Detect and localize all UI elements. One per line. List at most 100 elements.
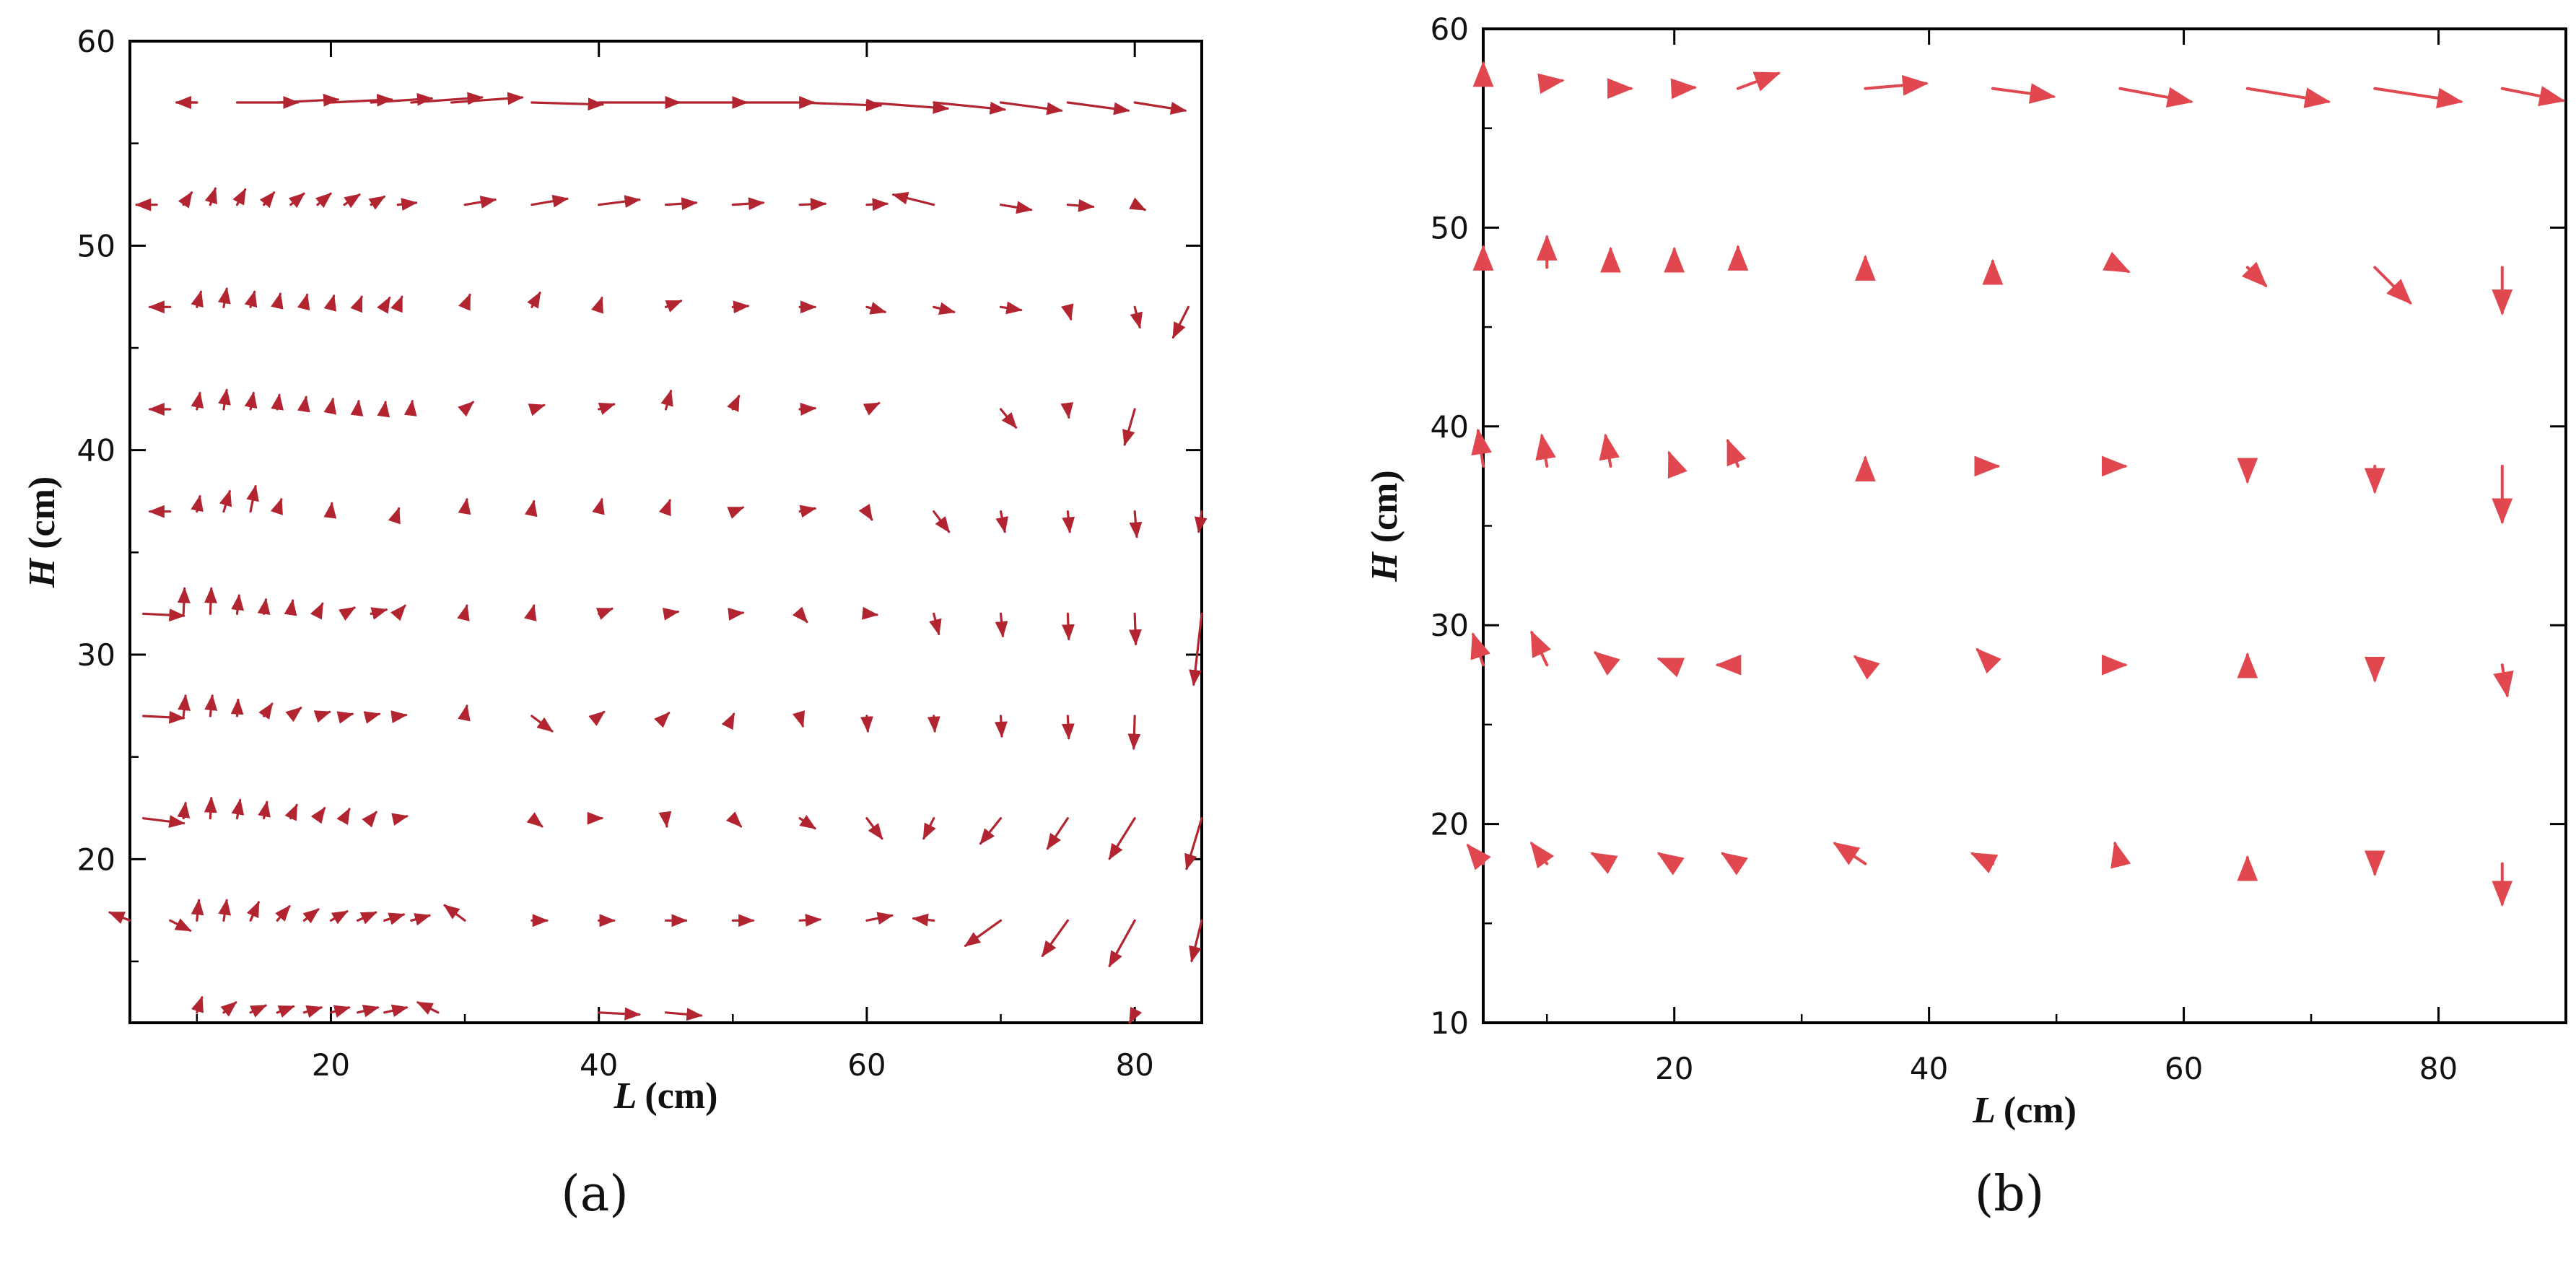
velocity-arrow — [1127, 715, 1141, 751]
velocity-arrow — [1108, 817, 1136, 860]
velocity-arrow — [258, 702, 274, 720]
velocity-arrow — [244, 391, 258, 411]
y-axis-title: H (cm) — [22, 476, 63, 588]
velocity-arrow — [664, 1008, 703, 1021]
velocity-arrow — [995, 715, 1008, 738]
velocity-arrow — [204, 587, 217, 615]
y-tick-label: 50 — [1431, 210, 1469, 245]
velocity-arrow — [329, 93, 393, 107]
velocity-arrow — [177, 801, 191, 820]
vector-arrows — [1466, 61, 2566, 907]
velocity-arrow — [933, 101, 1006, 115]
velocity-arrow — [1991, 83, 2056, 104]
y-tick-label: 30 — [77, 637, 115, 673]
velocity-arrow — [297, 395, 310, 413]
velocity-arrow — [1108, 919, 1136, 968]
velocity-arrow — [1128, 1006, 1143, 1024]
velocity-arrow — [792, 710, 805, 728]
velocity-arrow — [271, 393, 284, 411]
velocity-arrow — [259, 191, 276, 209]
velocity-arrow — [528, 403, 546, 416]
velocity-arrow — [1975, 647, 2001, 674]
velocity-arrow — [2373, 87, 2463, 109]
velocity-arrow — [403, 399, 417, 416]
velocity-arrow — [1535, 433, 1556, 468]
velocity-arrow — [443, 904, 466, 922]
panel-caption-b: (b) — [1974, 1166, 2045, 1223]
velocity-arrow — [526, 812, 543, 828]
velocity-arrow — [204, 187, 217, 206]
velocity-arrow — [356, 911, 377, 925]
velocity-arrow — [1470, 632, 1490, 667]
velocity-arrow — [383, 912, 406, 925]
velocity-arrow — [798, 98, 883, 112]
y-axis-title-var: H — [1364, 543, 1405, 582]
velocity-arrow — [323, 397, 337, 415]
velocity-arrow — [1066, 101, 1130, 115]
velocity-arrow — [731, 300, 750, 314]
velocity-arrow — [177, 587, 191, 615]
velocity-arrow — [191, 995, 204, 1014]
velocity-arrow — [329, 910, 349, 925]
velocity-arrow — [410, 92, 484, 105]
velocity-arrow — [891, 191, 935, 206]
velocity-arrow — [457, 603, 470, 621]
velocity-arrow — [1129, 510, 1143, 538]
velocity-arrow — [232, 188, 247, 206]
velocity-arrow — [1122, 408, 1136, 447]
velocity-arrow — [1667, 450, 1688, 479]
x-tick-label: 60 — [2165, 1051, 2203, 1086]
velocity-arrow — [220, 1001, 237, 1017]
velocity-arrow — [1530, 630, 1552, 667]
velocity-arrow — [1720, 852, 1748, 876]
velocity-arrow — [999, 408, 1018, 429]
velocity-arrow — [350, 295, 363, 313]
velocity-arrow — [654, 712, 671, 728]
velocity-arrow — [999, 101, 1063, 115]
velocity-arrow — [860, 715, 873, 733]
velocity-arrow — [191, 290, 204, 308]
velocity-arrow — [1189, 919, 1203, 963]
velocity-arrow — [217, 287, 231, 308]
velocity-arrow — [929, 612, 942, 636]
velocity-arrow — [284, 598, 297, 616]
velocity-arrow — [798, 815, 816, 830]
velocity-arrow — [362, 811, 377, 828]
velocity-arrow — [1726, 438, 1747, 468]
velocity-arrow — [356, 1005, 380, 1018]
velocity-arrow — [999, 201, 1033, 214]
velocity-arrow — [865, 100, 950, 114]
velocity-arrow — [258, 800, 271, 820]
velocity-arrow — [527, 291, 541, 309]
velocity-arrow — [1171, 305, 1190, 339]
x-tick-label: 20 — [1655, 1051, 1693, 1086]
velocity-arrow — [598, 1007, 641, 1021]
velocity-arrow — [524, 499, 538, 518]
velocity-arrow — [284, 803, 298, 821]
plot-frame — [128, 40, 1203, 1024]
velocity-arrow — [1599, 433, 1620, 468]
velocity-arrow — [410, 913, 432, 926]
velocity-arrow — [1590, 852, 1618, 875]
velocity-arrow — [302, 908, 320, 924]
velocity-arrow — [1189, 612, 1203, 686]
x-tick-label: 80 — [2419, 1051, 2458, 1086]
velocity-arrow — [588, 710, 606, 726]
velocity-arrow — [1970, 852, 1999, 874]
velocity-arrow — [377, 296, 391, 314]
y-axis-title: H (cm) — [1364, 470, 1405, 582]
x-tick-label: 20 — [312, 1047, 350, 1083]
velocity-arrow — [191, 899, 204, 922]
velocity-arrow — [108, 911, 131, 924]
velocity-arrow — [658, 499, 671, 517]
y-tick-label: 20 — [77, 842, 115, 877]
velocity-arrow — [302, 1005, 323, 1018]
velocity-arrow — [531, 194, 569, 208]
velocity-arrow — [246, 901, 260, 922]
velocity-arrow — [450, 92, 524, 105]
velocity-arrow — [1537, 73, 1565, 95]
velocity-arrow — [728, 608, 745, 621]
velocity-arrow — [598, 195, 641, 209]
velocity-arrow — [865, 912, 894, 925]
